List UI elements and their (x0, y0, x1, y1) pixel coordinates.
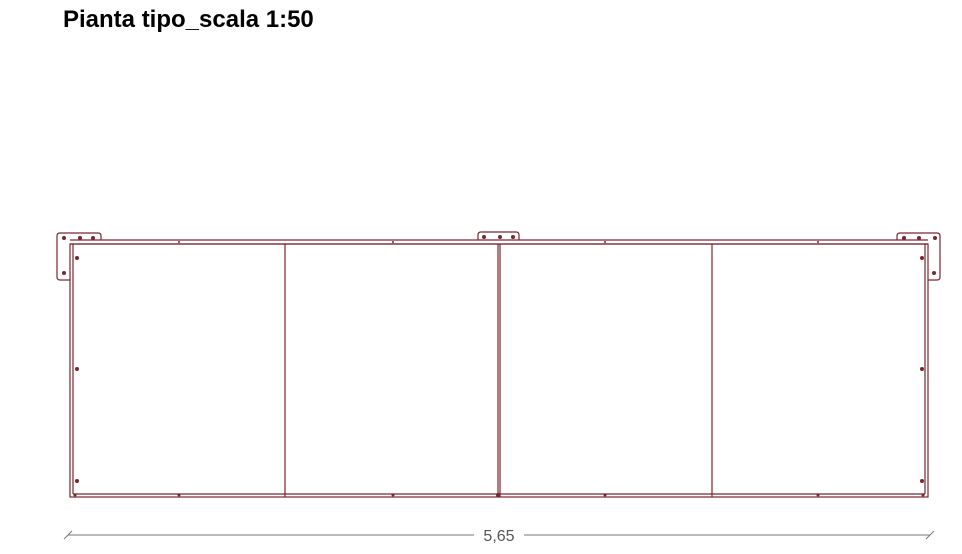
bolt-marker (177, 493, 181, 497)
left-bracket-plate (56, 232, 102, 281)
bolt-marker (902, 236, 906, 240)
bolt-marker (178, 241, 180, 243)
plan-outline (56, 231, 941, 498)
dimension-tick-left (63, 530, 73, 540)
overall-dimension (63, 530, 935, 540)
bolt-marker (604, 241, 606, 243)
bolt-marker (921, 493, 925, 497)
dimension-tick-right (925, 530, 935, 540)
bolt-marker (920, 367, 924, 371)
bolt-marker (920, 479, 924, 483)
bolt-marker (73, 493, 77, 497)
bolt-marker (920, 256, 924, 260)
bolt-marker (496, 493, 500, 497)
bolt-marker (62, 236, 66, 240)
bolt-marker (62, 271, 66, 275)
center-bracket-plate (477, 231, 520, 240)
bolt-marker (816, 493, 820, 497)
bolt-marker (603, 493, 607, 497)
bolt-marker (75, 479, 79, 483)
bolt-marker (91, 236, 95, 240)
bolt-marker (511, 235, 515, 239)
bolt-marker (75, 367, 79, 371)
right-bracket-plate (896, 232, 941, 281)
bolt-marker (392, 241, 394, 243)
bolt-marker (391, 493, 395, 497)
bolt-marker (78, 236, 82, 240)
anchor-bolts (62, 235, 937, 497)
bolt-marker (917, 236, 921, 240)
drawing-title: Pianta tipo_scala 1:50 (63, 6, 314, 33)
bolt-marker (482, 235, 486, 239)
bolt-marker (75, 256, 79, 260)
bolt-marker (932, 271, 936, 275)
dimension-label: 5,65 (483, 528, 514, 545)
bolt-marker (498, 235, 502, 239)
bolt-marker (817, 241, 819, 243)
stair-outline (69, 243, 929, 498)
bolt-marker (933, 236, 937, 240)
